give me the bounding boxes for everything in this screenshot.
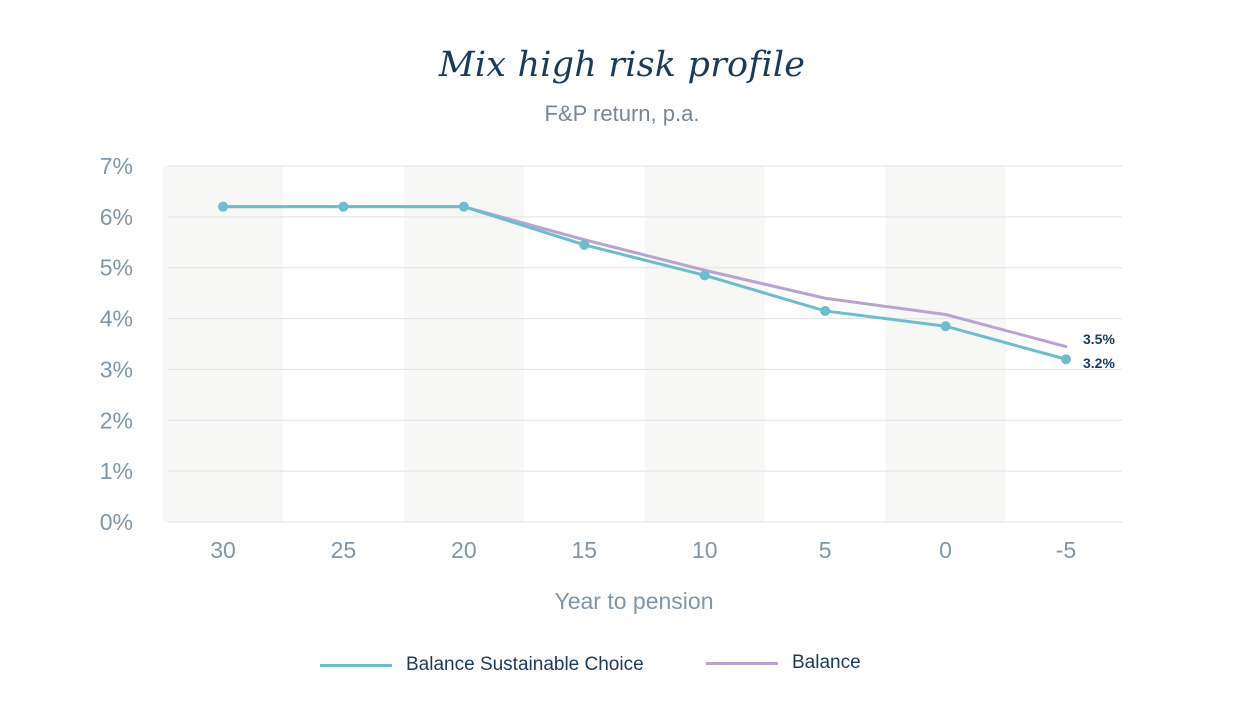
x-tick-label: 20 — [451, 537, 477, 563]
legend-swatch-balance — [706, 661, 778, 665]
series-line-balance-sustainable-choice — [221, 205, 1068, 361]
chart-subtitle: F&P return, p.a. — [544, 101, 700, 126]
legend-swatch-balance-sustainable-choice — [320, 663, 392, 667]
legend-label-balance-sustainable-choice: Balance Sustainable Choice — [406, 654, 644, 675]
end-label: 3.5% — [1083, 331, 1115, 347]
x-tick-label: 10 — [692, 537, 718, 563]
x-axis-title: Year to pension — [554, 588, 713, 614]
end-label: 3.2% — [1083, 355, 1115, 371]
data-point — [820, 305, 831, 316]
y-tick-label: 1% — [100, 458, 133, 484]
column-shading — [644, 166, 765, 522]
x-tick-label: 30 — [210, 537, 236, 563]
column-shading — [163, 166, 283, 522]
data-point — [579, 239, 590, 250]
y-tick-label: 4% — [100, 306, 133, 332]
x-tick-label: 5 — [819, 537, 832, 563]
column-shading — [403, 166, 524, 522]
y-tick-label: 5% — [100, 255, 133, 281]
y-tick-label: 6% — [100, 204, 133, 230]
data-point — [338, 201, 349, 212]
data-point — [1061, 354, 1071, 365]
data-point — [458, 201, 469, 212]
legend-item-balance-sustainable-choice: Balance Sustainable Choice — [320, 654, 644, 676]
x-tick-label: -5 — [1056, 537, 1076, 563]
legend-item-balance: Balance — [706, 652, 861, 674]
data-point — [940, 321, 951, 332]
y-tick-label: 2% — [100, 407, 133, 433]
y-tick-label: 0% — [100, 509, 133, 535]
chart-title: Mix high risk profile — [438, 45, 806, 85]
x-tick-label: 0 — [939, 537, 952, 563]
y-tick-label: 3% — [100, 356, 133, 382]
data-point — [218, 201, 228, 212]
data-point — [699, 270, 710, 281]
legend-label-balance: Balance — [792, 652, 861, 673]
column-shading — [885, 166, 1006, 522]
x-tick-label: 15 — [571, 537, 597, 563]
y-tick-label: 7% — [100, 153, 133, 179]
legend: Balance Sustainable Choice Balance — [0, 650, 1244, 686]
x-tick-label: 25 — [331, 537, 357, 563]
